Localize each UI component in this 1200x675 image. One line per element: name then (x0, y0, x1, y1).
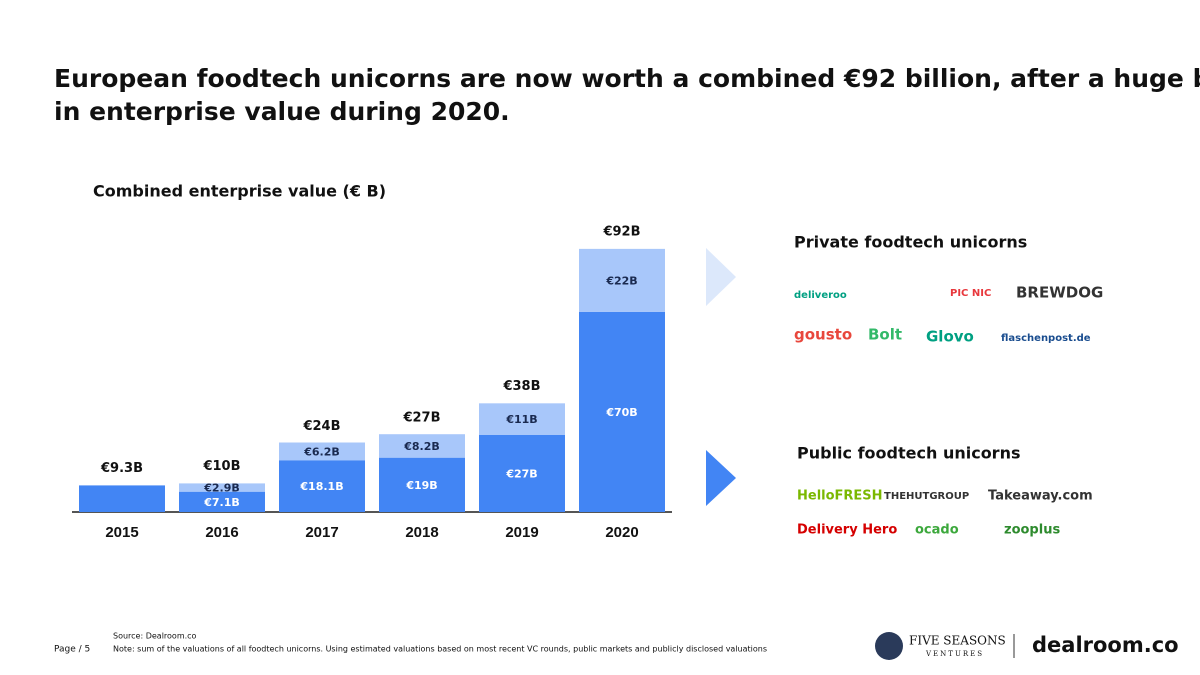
x-tick-label: 2020 (605, 524, 638, 541)
page-number: Page / 5 (54, 645, 90, 655)
logo: zooplus (1004, 523, 1060, 538)
note: Note: sum of the valuations of all foodt… (113, 645, 767, 654)
slide-title: European foodtech unicorns are now worth… (54, 64, 1200, 126)
x-tick-label: 2015 (105, 524, 138, 541)
brand: FIVE SEASONS (909, 634, 1006, 648)
bar-segment (579, 248, 665, 312)
total-label: €10B (202, 459, 240, 474)
logo: BREWDOG (1016, 284, 1103, 302)
logo: Takeaway.com (988, 489, 1093, 504)
arrow (706, 450, 736, 506)
logo: deliveroo (794, 290, 847, 301)
bar-segment (479, 434, 565, 512)
total-label: €38B (502, 379, 540, 394)
bar-segment (179, 491, 265, 512)
logo: PIC NIC (950, 288, 991, 299)
value-label: €22B (605, 274, 637, 287)
brand-sub: VENTURES (925, 650, 984, 658)
bar-segment (279, 460, 365, 512)
logo: Bolt (868, 326, 902, 344)
x-tick-label: 2019 (505, 524, 538, 541)
value-label: €19B (405, 479, 437, 492)
value-label: €18.1B (299, 480, 343, 493)
value-label: €6.2B (303, 445, 340, 458)
bar-segment (279, 442, 365, 461)
value-label: €11B (505, 413, 537, 426)
logo: Delivery Hero (797, 523, 897, 538)
logo: THEHUTGROUP (884, 491, 969, 502)
legend-private: Private foodtech unicorns (794, 233, 1027, 252)
bar-segment (479, 403, 565, 435)
bar-segment (79, 485, 165, 512)
bar-segment (579, 311, 665, 512)
x-tick-label: 2016 (205, 524, 238, 541)
x-tick-label: 2018 (405, 524, 438, 541)
logo: gousto (794, 326, 852, 344)
value-label: €2.9B (203, 482, 240, 495)
value-label: €27B (505, 467, 537, 480)
total-label: €24B (302, 419, 340, 434)
x-tick-label: 2017 (305, 524, 338, 541)
logo: flaschenpost.de (1001, 333, 1091, 344)
bar-segment (379, 457, 465, 512)
bar-segment (379, 434, 465, 458)
brand: dealroom.co (1032, 633, 1179, 657)
total-label: €27B (402, 410, 440, 425)
value-label: €8.2B (403, 440, 440, 453)
total-label: €92B (602, 224, 640, 239)
logo: HelloFRESH (797, 489, 883, 504)
bar-segment (179, 483, 265, 492)
legend-public: Public foodtech unicorns (797, 444, 1020, 463)
logo: Glovo (926, 328, 974, 346)
chart-title: Combined enterprise value (€ B) (93, 182, 386, 201)
value-label: €70B (605, 406, 637, 419)
total-label: €9.3B (100, 461, 143, 476)
value-label: €7.1B (203, 496, 240, 509)
logo: ocado (915, 523, 959, 538)
brand-icon (875, 632, 903, 660)
source: Source: Dealroom.co (113, 632, 197, 641)
arrow (706, 248, 736, 306)
